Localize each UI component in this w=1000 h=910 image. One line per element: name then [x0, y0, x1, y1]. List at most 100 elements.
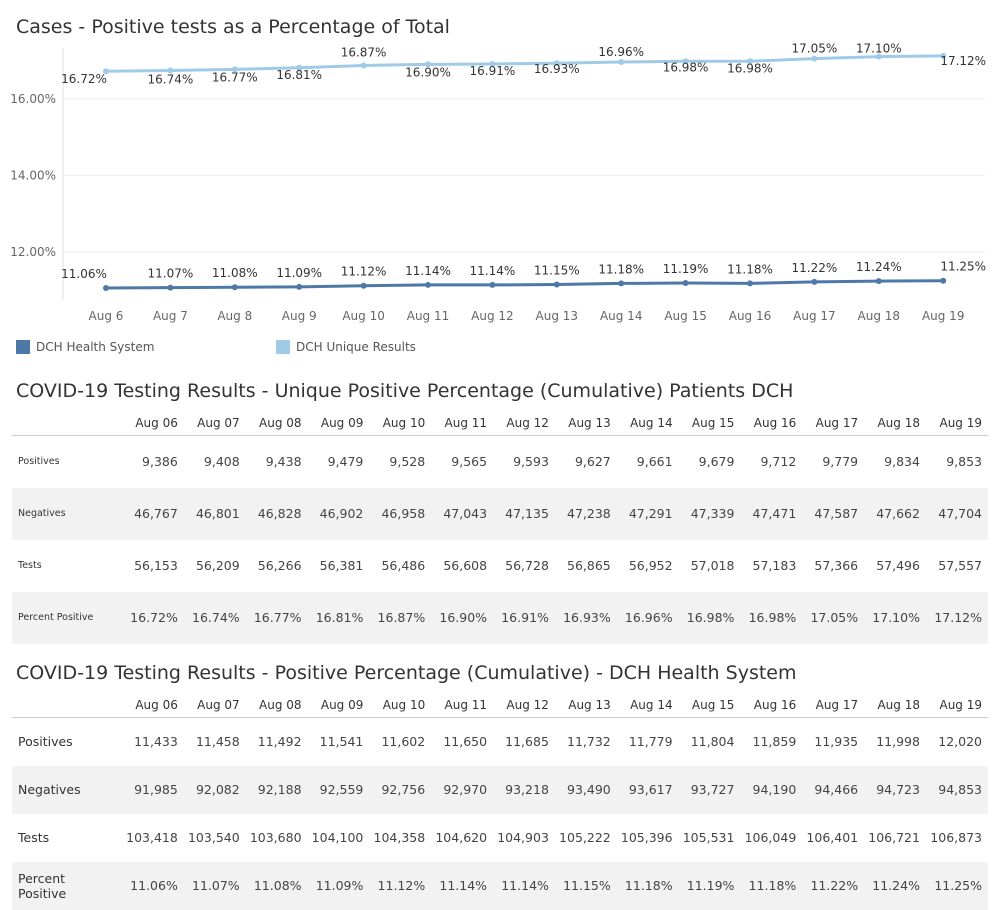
table-cell: 105,396	[620, 830, 673, 845]
data-point[interactable]	[682, 280, 689, 287]
data-point[interactable]	[682, 58, 689, 65]
table-cell: 106,049	[744, 830, 797, 845]
table-cell: 104,100	[311, 830, 364, 845]
data-point[interactable]	[747, 280, 753, 287]
data-label: 17.10%	[856, 42, 902, 56]
table-cell: 11.18%	[616, 861, 679, 910]
table-cell: 9,661	[636, 454, 673, 470]
y-tick-label: 16.00%	[10, 92, 56, 106]
data-point[interactable]	[940, 277, 947, 284]
data-point[interactable]	[747, 58, 753, 65]
table-cell: 56,153	[134, 558, 178, 573]
table-header-row: Aug 06 Aug 07 Aug 08 Aug 09 Aug 10 Aug 11 Aug …	[12, 693, 988, 718]
table-cell: 93,727	[678, 765, 741, 814]
data-point[interactable]	[103, 68, 109, 75]
data-point[interactable]	[425, 61, 431, 68]
table-cell: 16.96%	[616, 591, 679, 644]
table-cell: 16.90%	[431, 591, 494, 644]
table-cell: 9,779	[822, 454, 859, 470]
x-tick-label: Aug 9	[282, 309, 317, 323]
data-point[interactable]	[940, 52, 947, 59]
table-unique-positive: Aug 06 Aug 07 Aug 08 Aug 09 Aug 10 Aug 11 Aug …	[12, 411, 988, 644]
table-row: Percent Positive 11.06% 11.07% 11.08% 11.09%…	[12, 861, 988, 910]
table-cell: 47,339	[678, 487, 741, 540]
data-label: 16.98%	[727, 61, 773, 75]
table-row: Tests 56,153 56,209 56,266 56,381 56,486 56,60…	[12, 540, 988, 592]
data-label: 11.14%	[405, 264, 451, 278]
table-cell: 91,985	[122, 765, 184, 814]
data-point[interactable]	[811, 278, 818, 285]
table-cell: 47,238	[554, 487, 617, 540]
column-header: Aug 06	[122, 411, 184, 436]
data-point[interactable]	[618, 280, 625, 287]
table-cell: 11,935	[814, 734, 859, 750]
table-cell: 11,458	[195, 734, 240, 750]
table-cell: 11,602	[381, 734, 426, 750]
x-tick-label: Aug 15	[664, 309, 707, 323]
data-point[interactable]	[875, 278, 882, 285]
data-point[interactable]	[231, 66, 238, 73]
data-point[interactable]	[553, 281, 560, 288]
data-label: 11.14%	[470, 264, 516, 278]
data-point[interactable]	[231, 284, 238, 291]
table-cell: 57,183	[752, 558, 797, 573]
table-cell: 56,209	[195, 558, 240, 573]
data-point[interactable]	[425, 281, 431, 288]
data-point[interactable]	[103, 285, 109, 291]
legend-item-dch-unique-results[interactable]: DCH Unique Results	[276, 340, 416, 354]
x-tick-label: Aug 16	[729, 309, 772, 323]
data-point[interactable]	[296, 64, 303, 71]
data-point[interactable]	[167, 67, 174, 74]
data-label: 16.91%	[470, 64, 516, 78]
table-cell: 93,617	[616, 765, 679, 814]
data-point[interactable]	[360, 62, 367, 69]
table-cell: 11.14%	[493, 861, 555, 910]
table-cell: 9,408	[203, 454, 240, 470]
data-point[interactable]	[875, 53, 882, 60]
y-tick-label: 14.00%	[10, 168, 56, 182]
table1-title: COVID-19 Testing Results - Unique Positi…	[16, 380, 794, 402]
data-point[interactable]	[489, 281, 496, 288]
series-line-dch-health-system	[105, 279, 944, 290]
column-header: Aug 18	[864, 411, 926, 436]
legend-item-dch-health-system[interactable]: DCH Health System	[16, 340, 154, 354]
data-point[interactable]	[167, 284, 174, 291]
table-cell: 94,466	[802, 765, 865, 814]
data-point[interactable]	[296, 283, 303, 290]
table-cell: 11,998	[876, 734, 920, 750]
table-cell: 9,386	[142, 454, 178, 470]
column-header: Aug 16	[740, 693, 803, 718]
table-cell: 57,557	[938, 558, 982, 573]
line-chart: 12.00% 14.00% 16.00% Aug 6 Aug 7 Aug 8 Aug 9 Au…	[10, 42, 986, 323]
data-point[interactable]	[360, 282, 367, 289]
x-tick-label: Aug 7	[153, 309, 188, 323]
data-point[interactable]	[618, 59, 625, 66]
table-cell: 11,804	[690, 734, 735, 750]
grid-layer	[63, 98, 985, 253]
data-label: 16.81%	[276, 68, 322, 82]
data-point[interactable]	[489, 60, 496, 67]
table-row: Positives 11,433 11,458 11,492 11,541 11,602 1…	[12, 718, 988, 766]
table-cell: 56,728	[505, 558, 549, 573]
table-cell: 16.87%	[369, 591, 432, 644]
data-label: 11.25%	[940, 260, 986, 274]
table-cell: 94,723	[864, 765, 926, 814]
table-cell: 11,685	[505, 734, 549, 750]
x-tick-label: Aug 14	[600, 309, 643, 323]
table-cell: 103,680	[249, 830, 302, 845]
data-point[interactable]	[553, 60, 560, 67]
table-cell: 11.24%	[864, 861, 926, 910]
table-cell: 17.12%	[925, 591, 988, 644]
legend-swatch-dch-unique-results	[276, 340, 290, 354]
x-tick-label: Aug 6	[89, 309, 124, 323]
data-point[interactable]	[811, 55, 818, 62]
table-cell: 56,486	[381, 558, 426, 573]
column-header: Aug 15	[678, 411, 741, 436]
column-header: Aug 19	[925, 693, 988, 718]
data-label: 16.74%	[148, 72, 194, 86]
row-label: Percent Positive	[12, 591, 122, 644]
table2-title: COVID-19 Testing Results - Positive Perc…	[16, 662, 797, 684]
data-label: 16.72%	[61, 72, 107, 86]
table-cell: 11.25%	[925, 861, 988, 910]
table-cell: 56,608	[443, 558, 488, 573]
